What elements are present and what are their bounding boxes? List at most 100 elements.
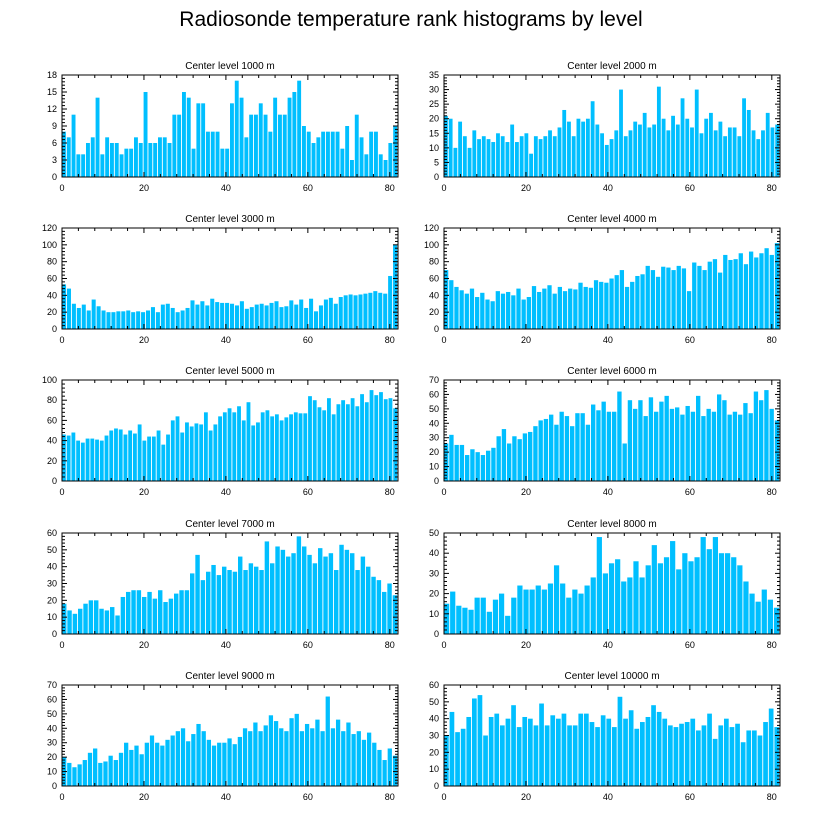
x-tick-label: 60 xyxy=(303,487,313,497)
bar xyxy=(718,725,724,786)
bar xyxy=(774,727,780,786)
bar xyxy=(105,137,110,177)
bar xyxy=(694,557,700,634)
bar xyxy=(477,139,481,177)
bar xyxy=(444,270,449,329)
bar xyxy=(690,718,696,786)
bar xyxy=(155,742,160,786)
panel-7: Center level 7000 m 0 10 20 30 40 50 60 0 20 40 60 8… xyxy=(47,519,399,650)
bar xyxy=(153,143,158,177)
bar xyxy=(336,404,341,481)
bar xyxy=(304,723,310,786)
bar xyxy=(129,148,134,177)
bar xyxy=(567,121,571,177)
bar xyxy=(232,744,237,786)
bar xyxy=(456,605,462,634)
bar xyxy=(90,137,95,177)
bar xyxy=(466,716,472,786)
bar xyxy=(149,735,155,786)
bar xyxy=(684,722,690,786)
bar xyxy=(186,741,191,786)
bar xyxy=(82,760,87,786)
bar xyxy=(359,137,364,177)
bar xyxy=(379,392,383,481)
bar xyxy=(312,563,318,634)
bar xyxy=(170,307,175,329)
bar xyxy=(292,92,297,177)
bar xyxy=(539,703,544,786)
bar xyxy=(180,310,185,329)
panel-10: Center level 10000 m 0 10 20 30 40 50 60 0 20 40 60… xyxy=(429,671,781,802)
panel-5: Center level 5000 m 0 20 40 60 80 100 0 20 40 60 80 xyxy=(42,366,399,497)
bar xyxy=(124,742,129,786)
bar xyxy=(640,274,645,329)
bar xyxy=(206,739,212,786)
bar xyxy=(388,398,393,481)
bar xyxy=(701,416,706,481)
bar xyxy=(345,404,350,481)
bar xyxy=(323,556,328,634)
bar xyxy=(168,598,174,634)
bar xyxy=(356,731,361,786)
bar xyxy=(66,137,71,177)
x-tick-label: 0 xyxy=(441,792,446,802)
bar xyxy=(331,414,336,481)
bar xyxy=(167,143,172,177)
y-tick-label: 50 xyxy=(429,697,439,707)
bar xyxy=(325,696,330,786)
bar xyxy=(144,742,149,786)
bar xyxy=(195,304,200,329)
bar xyxy=(538,139,543,177)
bar xyxy=(350,398,355,481)
bar xyxy=(131,312,136,329)
bar xyxy=(573,289,578,329)
bar xyxy=(237,406,241,481)
bar xyxy=(326,131,330,177)
bar xyxy=(685,118,690,177)
bar xyxy=(575,413,580,481)
bar xyxy=(680,414,685,481)
bar xyxy=(258,103,263,177)
bar xyxy=(244,308,249,329)
bar xyxy=(583,286,588,329)
bar xyxy=(264,305,269,329)
bar xyxy=(500,293,506,329)
bar xyxy=(486,611,492,634)
bar xyxy=(585,118,590,177)
bar xyxy=(206,131,210,177)
bar xyxy=(388,143,393,177)
bar xyxy=(354,114,359,177)
bar xyxy=(519,136,524,177)
bar xyxy=(728,259,733,329)
bar xyxy=(488,716,494,786)
bar xyxy=(151,436,156,481)
bar xyxy=(694,89,699,177)
bar xyxy=(647,127,652,177)
bar xyxy=(650,270,656,329)
bar xyxy=(275,546,280,634)
bar xyxy=(528,431,533,481)
bar xyxy=(578,282,583,329)
bar xyxy=(383,399,388,481)
bar xyxy=(541,589,547,634)
bar xyxy=(659,401,664,481)
x-tick-label: 0 xyxy=(59,792,64,802)
bar xyxy=(645,265,650,330)
y-tick-label: 60 xyxy=(47,694,57,704)
bar xyxy=(752,730,757,786)
bar xyxy=(526,297,531,329)
x-tick-label: 0 xyxy=(59,487,64,497)
bar xyxy=(269,302,274,329)
panel-6: Center level 6000 m 0 10 20 30 40 50 60 70 0 20 40 6… xyxy=(429,366,781,497)
bar xyxy=(444,443,449,481)
bar xyxy=(299,299,304,329)
bar xyxy=(619,89,623,177)
x-tick-label: 20 xyxy=(521,792,531,802)
bar xyxy=(158,137,162,177)
bar xyxy=(670,541,676,634)
x-tick-label: 0 xyxy=(441,487,446,497)
y-tick-label: 20 xyxy=(47,307,57,317)
y-tick-label: 60 xyxy=(47,415,57,425)
bar xyxy=(393,244,398,329)
bar xyxy=(600,133,604,177)
